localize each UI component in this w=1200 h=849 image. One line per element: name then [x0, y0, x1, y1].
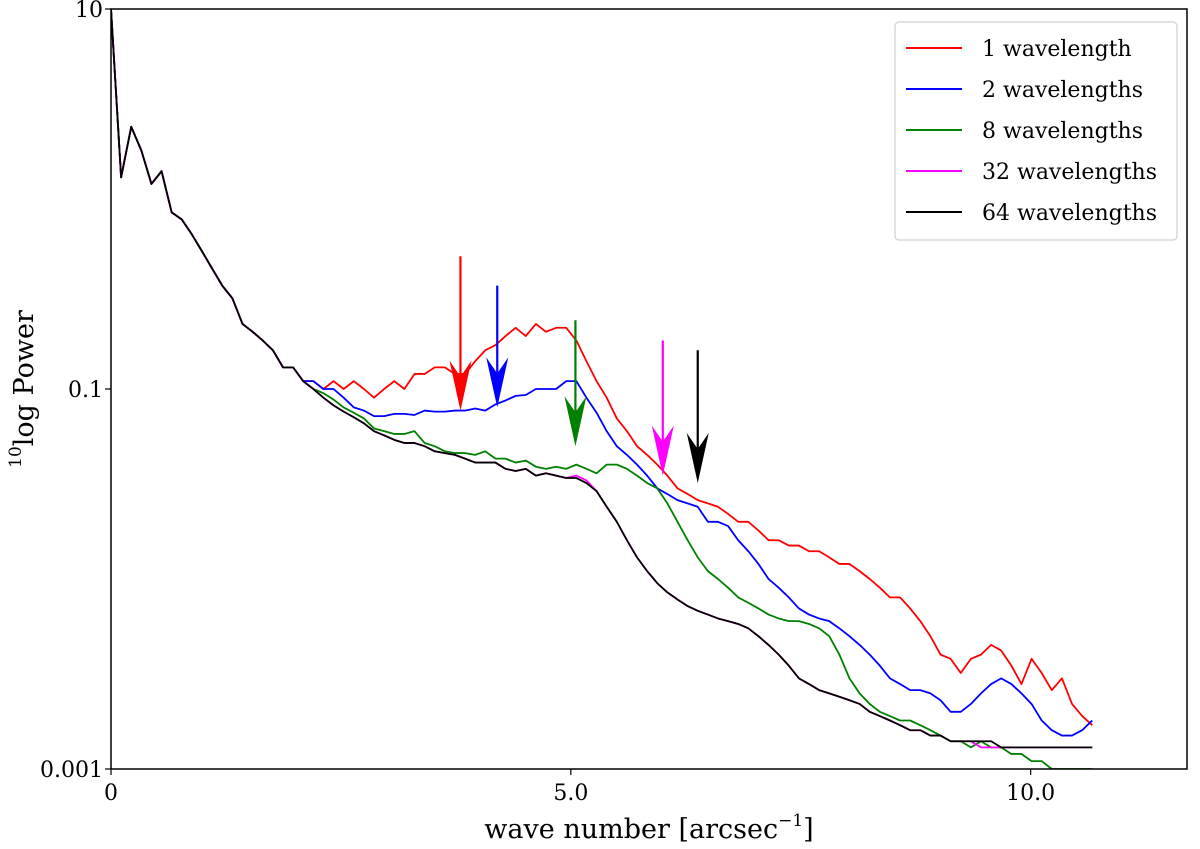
arrow-head [564, 396, 587, 447]
arrow-layer [449, 256, 709, 484]
y-axis-title-main: log Power [9, 310, 40, 446]
legend-label: 8 wavelengths [982, 119, 1143, 144]
y-axis-title-sup: 10 [6, 446, 26, 468]
x-axis-title-main: wave number [arcsec [484, 814, 778, 845]
arrow-annotation-5 [686, 350, 709, 484]
arrow-annotation-2 [486, 285, 509, 408]
arrow-head [651, 425, 674, 476]
y-tick-label: 0.001 [40, 758, 103, 783]
x-axis-title-sup: −1 [778, 811, 803, 831]
legend: 1 wavelength 2 wavelengths 8 wavelengths 32… [894, 21, 1178, 241]
legend-item-64-wavelengths: 64 wavelengths [906, 201, 1157, 226]
x-tick-label: 5.0 [553, 781, 588, 806]
arrow-annotation-1 [449, 256, 472, 411]
y-tick-label: 0.1 [68, 378, 103, 403]
legend-label: 64 wavelengths [982, 201, 1157, 226]
x-axis-title: wave number [arcsec−1] [484, 811, 813, 845]
arrow-head [686, 433, 709, 484]
y-tick-label: 10 [75, 0, 103, 23]
arrow-head [449, 360, 472, 411]
legend-box [894, 21, 1178, 241]
series-line-64-wavelengths [111, 9, 1093, 749]
tick-layer: 0 5.0 10.0 0.001 0.1 10 [40, 0, 1055, 806]
legend-item-1-wavelength: 1 wavelength [906, 37, 1132, 62]
x-tick-label: 10.0 [1006, 781, 1055, 806]
legend-label: 1 wavelength [982, 37, 1132, 62]
legend-item-32-wavelengths: 32 wavelengths [906, 160, 1157, 185]
legend-label: 32 wavelengths [982, 160, 1157, 185]
arrow-head [486, 357, 509, 408]
legend-item-2-wavelengths: 2 wavelengths [906, 78, 1143, 103]
legend-item-8-wavelengths: 8 wavelengths [906, 119, 1143, 144]
x-axis-title-close: ] [803, 814, 814, 845]
arrow-annotation-4 [651, 340, 674, 476]
legend-label: 2 wavelengths [982, 78, 1143, 103]
x-tick-label: 0 [104, 781, 118, 806]
series-layer [111, 9, 1093, 769]
arrow-annotation-3 [564, 320, 587, 447]
y-axis-title: 10log Power [6, 310, 40, 468]
